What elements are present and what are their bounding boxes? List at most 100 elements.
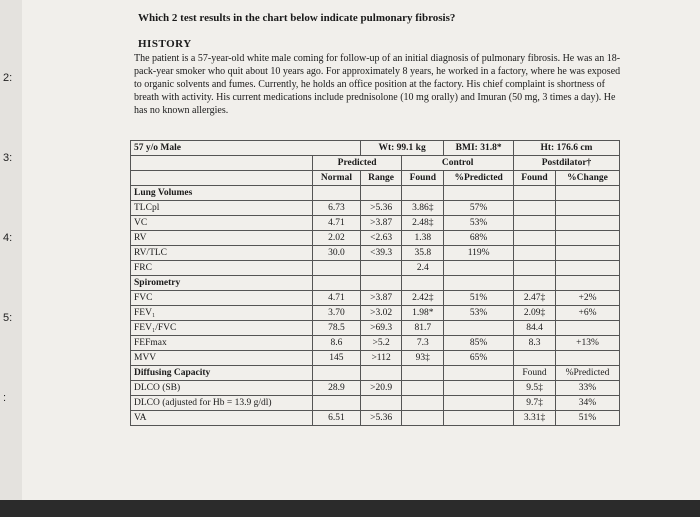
cell: >5.36 bbox=[359, 200, 403, 216]
empty-cell bbox=[512, 245, 557, 261]
cell: 1.38 bbox=[401, 230, 445, 246]
row-label: VA bbox=[130, 410, 313, 426]
cell: 3.31‡ bbox=[512, 410, 557, 426]
cell: 1.98* bbox=[401, 305, 445, 321]
results-table: 57 y/o Male Wt: 99.1 kg BMI: 31.8* Ht: 176.… bbox=[130, 140, 621, 426]
cell: >3.02 bbox=[359, 305, 403, 321]
patient-row: 57 y/o Male Wt: 99.1 kg BMI: 31.8* Ht: 176.… bbox=[130, 140, 621, 156]
empty-cell bbox=[555, 260, 620, 276]
data-row: FRC 2.4 bbox=[130, 260, 620, 276]
cell: +2% bbox=[555, 290, 620, 306]
row-label: RV/TLC bbox=[130, 245, 313, 261]
empty-cell bbox=[401, 410, 445, 426]
empty-cell bbox=[512, 350, 557, 366]
empty-cell bbox=[443, 185, 514, 201]
row-label: DLCO (SB) bbox=[130, 380, 313, 396]
cell: 6.73 bbox=[311, 200, 361, 216]
empty-cell bbox=[401, 185, 445, 201]
sheet: 2: 3: 4: 5:: Which 2 test results in the ch… bbox=[0, 0, 700, 500]
cell: 35.8 bbox=[401, 245, 445, 261]
cell: 2.47‡ bbox=[512, 290, 557, 306]
cell: 68% bbox=[443, 230, 514, 246]
patient-info: 57 y/o Male bbox=[130, 140, 361, 156]
empty-cell bbox=[311, 185, 361, 201]
group-header: Control bbox=[401, 155, 514, 171]
empty-cell bbox=[512, 200, 557, 216]
section-label: Lung Volumes bbox=[130, 185, 313, 201]
data-row: VA 6.51 >5.36 3.31‡ 51% bbox=[130, 410, 620, 426]
sub-header-row: Normal Range Found %Predicted Found %Change bbox=[130, 170, 620, 186]
cell: 2.02 bbox=[311, 230, 361, 246]
cell: >112 bbox=[359, 350, 403, 366]
cell: 93‡ bbox=[401, 350, 445, 366]
cell: 6.51 bbox=[311, 410, 361, 426]
cell: 9.7‡ bbox=[512, 395, 557, 411]
empty-cell bbox=[401, 395, 445, 411]
cell: 81.7 bbox=[401, 320, 445, 336]
data-row: TLCpl 6.73 >5.36 3.86‡ 57% bbox=[130, 200, 620, 216]
row-label: FEV₁ bbox=[130, 305, 313, 321]
cell: >69.3 bbox=[359, 320, 403, 336]
cell: +6% bbox=[555, 305, 620, 321]
margin-marker: 3: bbox=[3, 152, 13, 164]
row-label: FVC bbox=[130, 290, 313, 306]
cell: <39.3 bbox=[359, 245, 403, 261]
cell: >5.36 bbox=[359, 410, 403, 426]
sub-header: Normal bbox=[311, 170, 361, 186]
empty-cell bbox=[401, 365, 445, 381]
empty-cell bbox=[359, 260, 403, 276]
cell: <2.63 bbox=[359, 230, 403, 246]
empty-cell bbox=[443, 320, 514, 336]
row-label: DLCO (adjusted for Hb = 13.9 g/dl) bbox=[130, 395, 313, 411]
cell: 7.3 bbox=[401, 335, 445, 351]
cell: 2.42‡ bbox=[401, 290, 445, 306]
margin-marker: 4: bbox=[3, 232, 13, 244]
cell: 53% bbox=[443, 215, 514, 231]
row-label: FEV₁/FVC bbox=[130, 320, 313, 336]
section-label: Spirometry bbox=[130, 275, 313, 291]
empty-cell bbox=[555, 185, 620, 201]
empty-cell bbox=[555, 275, 620, 291]
cell: 145 bbox=[311, 350, 361, 366]
column-header: Found bbox=[512, 365, 557, 381]
cell: 78.5 bbox=[311, 320, 361, 336]
cell: 9.5‡ bbox=[512, 380, 557, 396]
empty-cell bbox=[311, 365, 361, 381]
sub-header: Found bbox=[401, 170, 445, 186]
empty-cell bbox=[443, 365, 514, 381]
empty-cell bbox=[359, 185, 403, 201]
empty-cell bbox=[512, 275, 557, 291]
cell: 8.6 bbox=[311, 335, 361, 351]
group-header: Postdilator† bbox=[512, 155, 621, 171]
row-label: VC bbox=[130, 215, 313, 231]
patient-info: Ht: 176.6 cm bbox=[512, 140, 621, 156]
empty-cell bbox=[443, 395, 514, 411]
data-row: FEV₁/FVC 78.5 >69.3 81.7 84.4 bbox=[130, 320, 620, 336]
row-label: FRC bbox=[130, 260, 313, 276]
data-row: FVC 4.71 >3.87 2.42‡ 51% 2.47‡ +2% bbox=[130, 290, 620, 306]
cell: >3.87 bbox=[359, 215, 403, 231]
cell: >5.2 bbox=[359, 335, 403, 351]
cell: 119% bbox=[443, 245, 514, 261]
question: Which 2 test results in the chart below … bbox=[138, 12, 456, 24]
patient-info: BMI: 31.8* bbox=[443, 140, 514, 156]
cell: 4.71 bbox=[311, 215, 361, 231]
empty-cell bbox=[311, 275, 361, 291]
cell: +13% bbox=[555, 335, 620, 351]
cell: 2.48‡ bbox=[401, 215, 445, 231]
sub-header: %Predicted bbox=[443, 170, 514, 186]
column-header: %Predicted bbox=[555, 365, 620, 381]
cell: 28.9 bbox=[311, 380, 361, 396]
empty-cell bbox=[443, 380, 514, 396]
cell: 84.4 bbox=[512, 320, 557, 336]
sub-header: Found bbox=[512, 170, 557, 186]
cell: 53% bbox=[443, 305, 514, 321]
data-row: DLCO (adjusted for Hb = 13.9 g/dl) 9.7‡ 34… bbox=[130, 395, 620, 411]
empty-cell bbox=[512, 215, 557, 231]
data-row: RV 2.02 <2.63 1.38 68% bbox=[130, 230, 620, 246]
sub-header: Range bbox=[359, 170, 403, 186]
margin-marker: 2: bbox=[3, 72, 13, 84]
empty-cell bbox=[401, 380, 445, 396]
section-label: Diffusing Capacity bbox=[130, 365, 313, 381]
cell: 33% bbox=[555, 380, 620, 396]
